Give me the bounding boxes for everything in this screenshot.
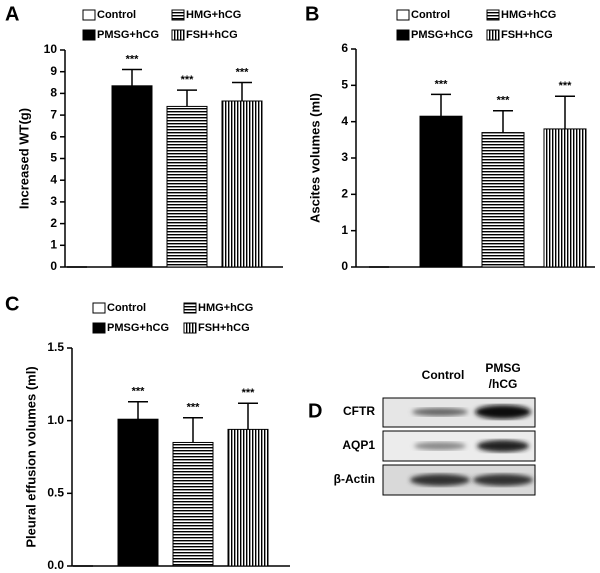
bar (117, 418, 159, 567)
error-bar (493, 110, 513, 133)
legend-label: PMSG+hCG (97, 29, 159, 41)
y-tick-label: 1.0 (47, 413, 64, 427)
error-bar (177, 89, 197, 107)
bar (227, 428, 269, 567)
y-tick-label: 7 (50, 107, 57, 121)
y-axis-title: Increased WT(g) (16, 108, 31, 209)
y-tick-label: 10 (44, 42, 58, 56)
legend-label: PMSG+hCG (411, 29, 473, 41)
panel-letter: D (308, 400, 322, 422)
significance: *** (559, 80, 573, 92)
significance: *** (435, 78, 449, 90)
legend-swatch (82, 9, 96, 21)
error-bar (122, 68, 142, 86)
significance: *** (181, 74, 195, 86)
y-axis-title: Ascites volumes (ml) (307, 93, 322, 223)
y-tick-label: 2 (50, 216, 57, 230)
panel-letter: A (5, 3, 19, 25)
y-tick-label: 2 (341, 187, 348, 201)
y-tick-label: 1.5 (47, 340, 64, 354)
blot-row: AQP1 (342, 438, 375, 452)
error-bar (128, 401, 148, 420)
significance: *** (187, 402, 201, 414)
significance: *** (236, 66, 250, 78)
legend-swatch (396, 29, 410, 41)
legend-swatch (82, 29, 96, 41)
legend-swatch (171, 9, 185, 21)
blot-row: β-Actin (334, 472, 375, 486)
error-bar (238, 402, 258, 430)
legend-label: PMSG+hCG (107, 322, 169, 334)
bar (172, 441, 214, 567)
error-bar (555, 95, 575, 129)
legend-label: FSH+hCG (501, 29, 553, 41)
bar (543, 128, 587, 268)
y-tick-label: 1 (341, 223, 348, 237)
error-bar (232, 81, 252, 101)
legend-label: Control (97, 9, 136, 21)
y-tick-label: 4 (50, 172, 57, 186)
y-tick-label: 3 (341, 150, 348, 164)
panel-letter: B (305, 3, 319, 25)
legend-swatch (92, 302, 106, 314)
legend-swatch (92, 322, 106, 334)
legend-label: FSH+hCG (198, 322, 250, 334)
y-tick-label: 0 (341, 259, 348, 273)
y-tick-label: 0.5 (47, 486, 64, 500)
bar (221, 100, 263, 268)
y-tick-label: 3 (50, 194, 57, 208)
legend-label: HMG+hCG (198, 302, 253, 314)
legend-swatch (396, 9, 410, 21)
y-tick-label: 0.0 (47, 558, 64, 572)
legend-swatch (486, 29, 500, 41)
legend-label: FSH+hCG (186, 29, 238, 41)
legend-label: HMG+hCG (186, 9, 241, 21)
legend-label: HMG+hCG (501, 9, 556, 21)
legend-swatch (171, 29, 185, 41)
y-tick-label: 5 (341, 78, 348, 92)
legend-swatch (486, 9, 500, 21)
significance: *** (242, 387, 256, 399)
error-bar (183, 417, 203, 443)
bar (481, 132, 525, 268)
y-tick-label: 0 (50, 259, 57, 273)
significance: *** (132, 386, 146, 398)
blot-row: CFTR (343, 404, 375, 418)
panel-letter: C (5, 293, 19, 315)
bar (166, 105, 208, 268)
y-tick-label: 4 (341, 114, 348, 128)
legend-swatch (183, 322, 197, 334)
y-tick-label: 5 (50, 151, 57, 165)
legend-label: Control (107, 302, 146, 314)
y-tick-label: 6 (50, 129, 57, 143)
y-tick-label: 1 (50, 237, 57, 251)
bar (111, 85, 153, 268)
legend-label: Control (411, 9, 450, 21)
y-tick-label: 8 (50, 86, 57, 100)
significance: *** (497, 95, 511, 107)
legend-swatch (183, 302, 197, 314)
bar (419, 115, 463, 268)
y-axis-title: Pleural effusion volumes (ml) (23, 366, 38, 547)
blot-column: PMSG (485, 361, 520, 375)
significance: *** (126, 53, 140, 65)
blot-column: /hCG (489, 377, 518, 391)
y-tick-label: 9 (50, 64, 57, 78)
error-bar (431, 93, 451, 117)
blot-column: Control (422, 368, 465, 382)
y-tick-label: 6 (341, 41, 348, 55)
blot-image (382, 397, 536, 496)
